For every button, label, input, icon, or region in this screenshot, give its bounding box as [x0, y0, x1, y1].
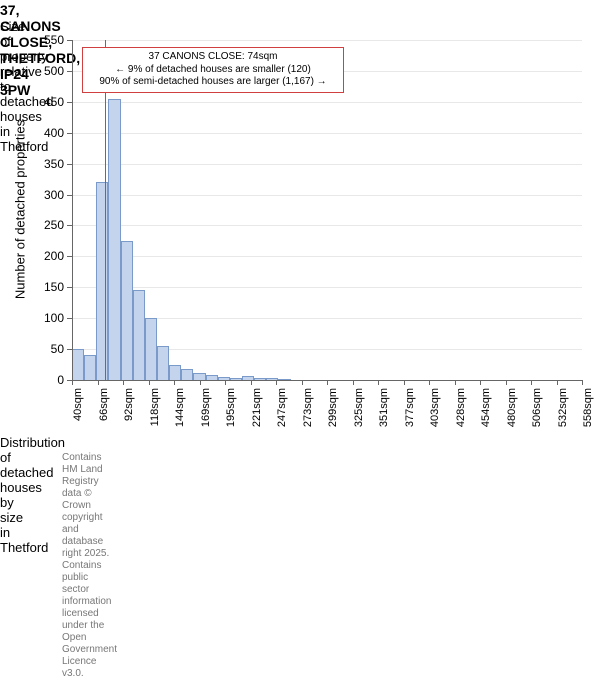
x-tick-label: 480sqm	[506, 388, 518, 438]
gridline	[72, 133, 582, 134]
gridline	[72, 225, 582, 226]
x-tick-label: 506sqm	[531, 388, 543, 438]
annotation-line-1: 37 CANONS CLOSE: 74sqm	[89, 51, 337, 64]
y-axis-line	[72, 40, 73, 380]
x-tick-label: 118sqm	[149, 388, 161, 438]
y-tick-label: 100	[24, 311, 64, 325]
y-tick-label: 500	[24, 64, 64, 78]
histogram-bar	[181, 369, 193, 380]
x-tick-label: 92sqm	[123, 388, 135, 438]
x-tick-label: 428sqm	[455, 388, 467, 438]
x-tick-label: 221sqm	[251, 388, 263, 438]
x-tick-label: 558sqm	[582, 388, 594, 438]
gridline	[72, 287, 582, 288]
histogram-bar	[157, 346, 169, 380]
y-tick-label: 200	[24, 249, 64, 263]
attribution-line-2: Contains public sector information licen…	[62, 560, 117, 680]
y-tick-label: 350	[24, 157, 64, 171]
histogram-bar	[145, 318, 157, 380]
gridline	[72, 40, 582, 41]
y-tick-label: 550	[24, 33, 64, 47]
x-tick-label: 144sqm	[174, 388, 186, 438]
histogram-bar	[169, 365, 181, 380]
x-tick-label: 454sqm	[480, 388, 492, 438]
histogram-bar	[72, 349, 84, 380]
x-tick-label: 247sqm	[276, 388, 288, 438]
histogram-bar	[121, 241, 133, 380]
x-tick-label: 403sqm	[429, 388, 441, 438]
attribution-line-1: Contains HM Land Registry data © Crown c…	[62, 452, 117, 560]
y-tick-label: 250	[24, 218, 64, 232]
histogram-bar	[84, 355, 96, 380]
gridline	[72, 256, 582, 257]
histogram-bar	[108, 99, 120, 380]
histogram-bar	[193, 373, 205, 380]
attribution: Contains HM Land Registry data © Crown c…	[62, 452, 117, 680]
x-tick-label: 532sqm	[557, 388, 569, 438]
x-tick-label: 40sqm	[72, 388, 84, 438]
y-tick-label: 0	[24, 373, 64, 387]
gridline	[72, 102, 582, 103]
gridline	[72, 195, 582, 196]
x-tick-label: 169sqm	[200, 388, 212, 438]
histogram-bar	[96, 182, 108, 380]
histogram-bar	[133, 290, 145, 380]
y-tick-label: 450	[24, 95, 64, 109]
x-tick-label: 273sqm	[302, 388, 314, 438]
y-tick-label: 300	[24, 188, 64, 202]
y-tick-label: 50	[24, 342, 64, 356]
y-tick-label: 150	[24, 280, 64, 294]
x-tick-label: 351sqm	[378, 388, 390, 438]
y-tick-label: 400	[24, 126, 64, 140]
tick-mark	[582, 380, 583, 385]
x-axis-line	[72, 380, 582, 381]
x-tick-label: 66sqm	[98, 388, 110, 438]
gridline	[72, 164, 582, 165]
x-tick-label: 195sqm	[225, 388, 237, 438]
x-tick-label: 377sqm	[404, 388, 416, 438]
annotation-line-2: ← 9% of detached houses are smaller (120…	[89, 64, 337, 77]
x-tick-label: 299sqm	[327, 388, 339, 438]
annotation-line-3: 90% of semi-detached houses are larger (…	[89, 76, 337, 89]
x-tick-label: 325sqm	[353, 388, 365, 438]
marker-annotation: 37 CANONS CLOSE: 74sqm ← 9% of detached …	[82, 47, 344, 93]
